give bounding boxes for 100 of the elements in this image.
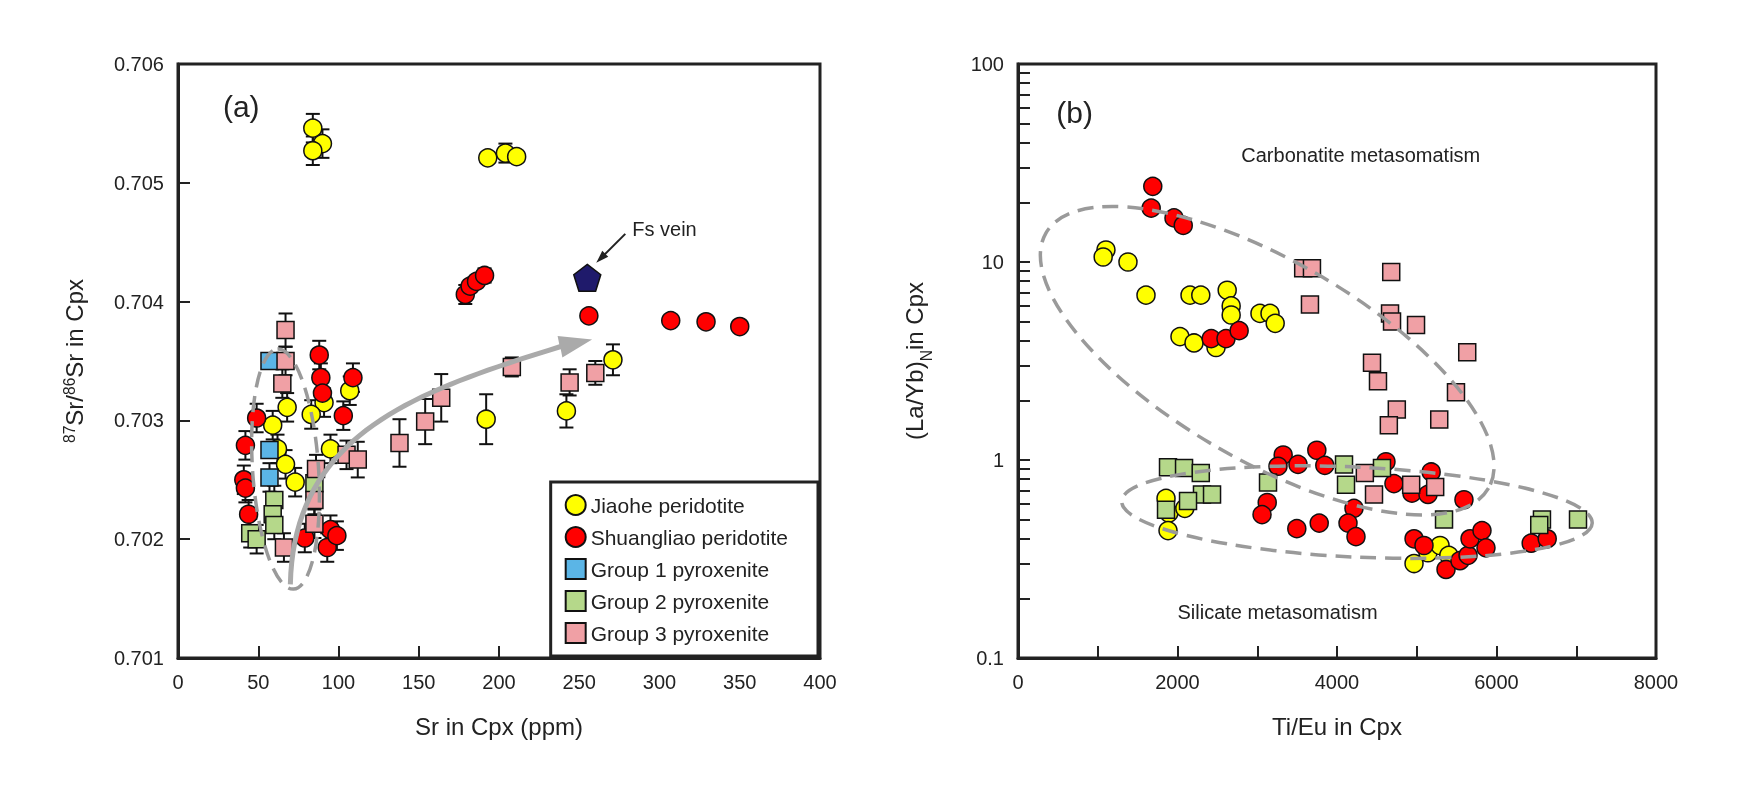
point: [1384, 473, 1404, 494]
point: [333, 405, 354, 426]
x-tick-label: 200: [482, 671, 516, 693]
point: [274, 538, 294, 557]
point: [247, 529, 266, 549]
legend-label: Group 3 pyroxenite: [590, 621, 770, 645]
point: [1300, 295, 1320, 314]
point: [260, 440, 279, 460]
y-tick-label: 0.706: [113, 53, 164, 75]
point: [1364, 485, 1384, 504]
point: [277, 397, 297, 418]
point: [1425, 477, 1445, 497]
y-tick-label: 0.703: [113, 409, 164, 432]
point: [262, 415, 283, 435]
x-tick-label: 400: [803, 671, 837, 693]
legend-label: Jiaohe peridotite: [590, 493, 745, 517]
annotation: Silicate metasomatism: [1177, 601, 1378, 624]
x-axis-title: Ti/Eu in Cpx: [1272, 712, 1402, 740]
x-tick-label: 0: [172, 671, 184, 693]
point: [1287, 518, 1307, 539]
x-tick-label: 6000: [1474, 671, 1519, 693]
y-tick-label: 0.702: [113, 528, 164, 551]
point: [1530, 515, 1549, 535]
point: [661, 310, 681, 331]
point: [285, 472, 305, 492]
point: [560, 373, 579, 392]
point: [1346, 526, 1366, 547]
point: [273, 374, 292, 393]
point: [478, 148, 498, 168]
point: [276, 320, 295, 340]
point: [1406, 315, 1426, 335]
annotation: (a): [222, 90, 260, 124]
annotation: Fs vein: [632, 217, 697, 240]
point: [1265, 313, 1285, 334]
point: [1202, 485, 1222, 504]
point: [1217, 280, 1237, 300]
point: [1184, 333, 1204, 353]
legend-label: Group 1 pyroxenite: [590, 557, 770, 581]
legend-label: Group 2 pyroxenite: [590, 589, 770, 613]
point: [1307, 440, 1327, 460]
x-tick-label: 2000: [1155, 671, 1200, 693]
point: [1093, 247, 1113, 267]
y-tick-label: 0.1: [976, 647, 1004, 669]
point: [312, 383, 333, 403]
point: [1216, 328, 1236, 349]
point: [1309, 513, 1329, 533]
point: [235, 435, 256, 456]
point: [265, 515, 284, 535]
y-tick-label: 100: [970, 53, 1004, 75]
point: [1362, 353, 1382, 372]
point: [1414, 535, 1434, 556]
point: [1401, 475, 1421, 494]
point: [506, 146, 527, 167]
y-tick-label: 1: [992, 449, 1004, 471]
point: [1472, 520, 1492, 541]
point: [343, 367, 363, 388]
y-tick-label: 0.705: [113, 171, 164, 194]
point: [303, 140, 323, 161]
point: [415, 412, 435, 431]
point: [579, 306, 599, 326]
point: [1368, 371, 1388, 391]
point: [1568, 510, 1588, 529]
point: [276, 351, 295, 371]
point: [1191, 285, 1211, 305]
x-tick-label: 50: [247, 671, 270, 693]
point: [730, 316, 750, 337]
point: [309, 345, 329, 365]
point: [1457, 343, 1477, 362]
point: [603, 350, 623, 370]
point: [1221, 305, 1241, 325]
y-tick-label: 0.701: [113, 647, 164, 669]
point: [1338, 513, 1358, 533]
point: [246, 408, 267, 428]
point: [1143, 176, 1163, 197]
point: [1436, 559, 1456, 580]
point: [476, 409, 496, 429]
y-tick-label: 10: [981, 251, 1004, 273]
point: [320, 439, 341, 459]
annotation: Carbonatite metasomatism: [1241, 144, 1481, 167]
x-tick-label: 300: [642, 671, 677, 693]
point: [1476, 538, 1496, 558]
x-tick-label: 150: [402, 671, 436, 693]
point: [1336, 475, 1356, 494]
point: [1429, 410, 1449, 429]
point: [573, 263, 602, 293]
x-tick-label: 250: [562, 671, 596, 693]
x-axis-title: Sr in Cpx (ppm): [414, 712, 584, 740]
x-tick-label: 350: [723, 671, 757, 693]
y-tick-label: 0.704: [113, 290, 164, 313]
point: [390, 433, 409, 453]
point: [260, 468, 279, 487]
point: [1334, 455, 1354, 474]
legend-label: Shuangliao peridotite: [590, 525, 789, 549]
point: [1252, 504, 1272, 525]
x-tick-label: 100: [321, 671, 356, 693]
point: [1381, 262, 1401, 282]
point: [1387, 400, 1407, 419]
point: [1118, 252, 1138, 272]
point: [303, 118, 323, 138]
point: [275, 454, 296, 475]
